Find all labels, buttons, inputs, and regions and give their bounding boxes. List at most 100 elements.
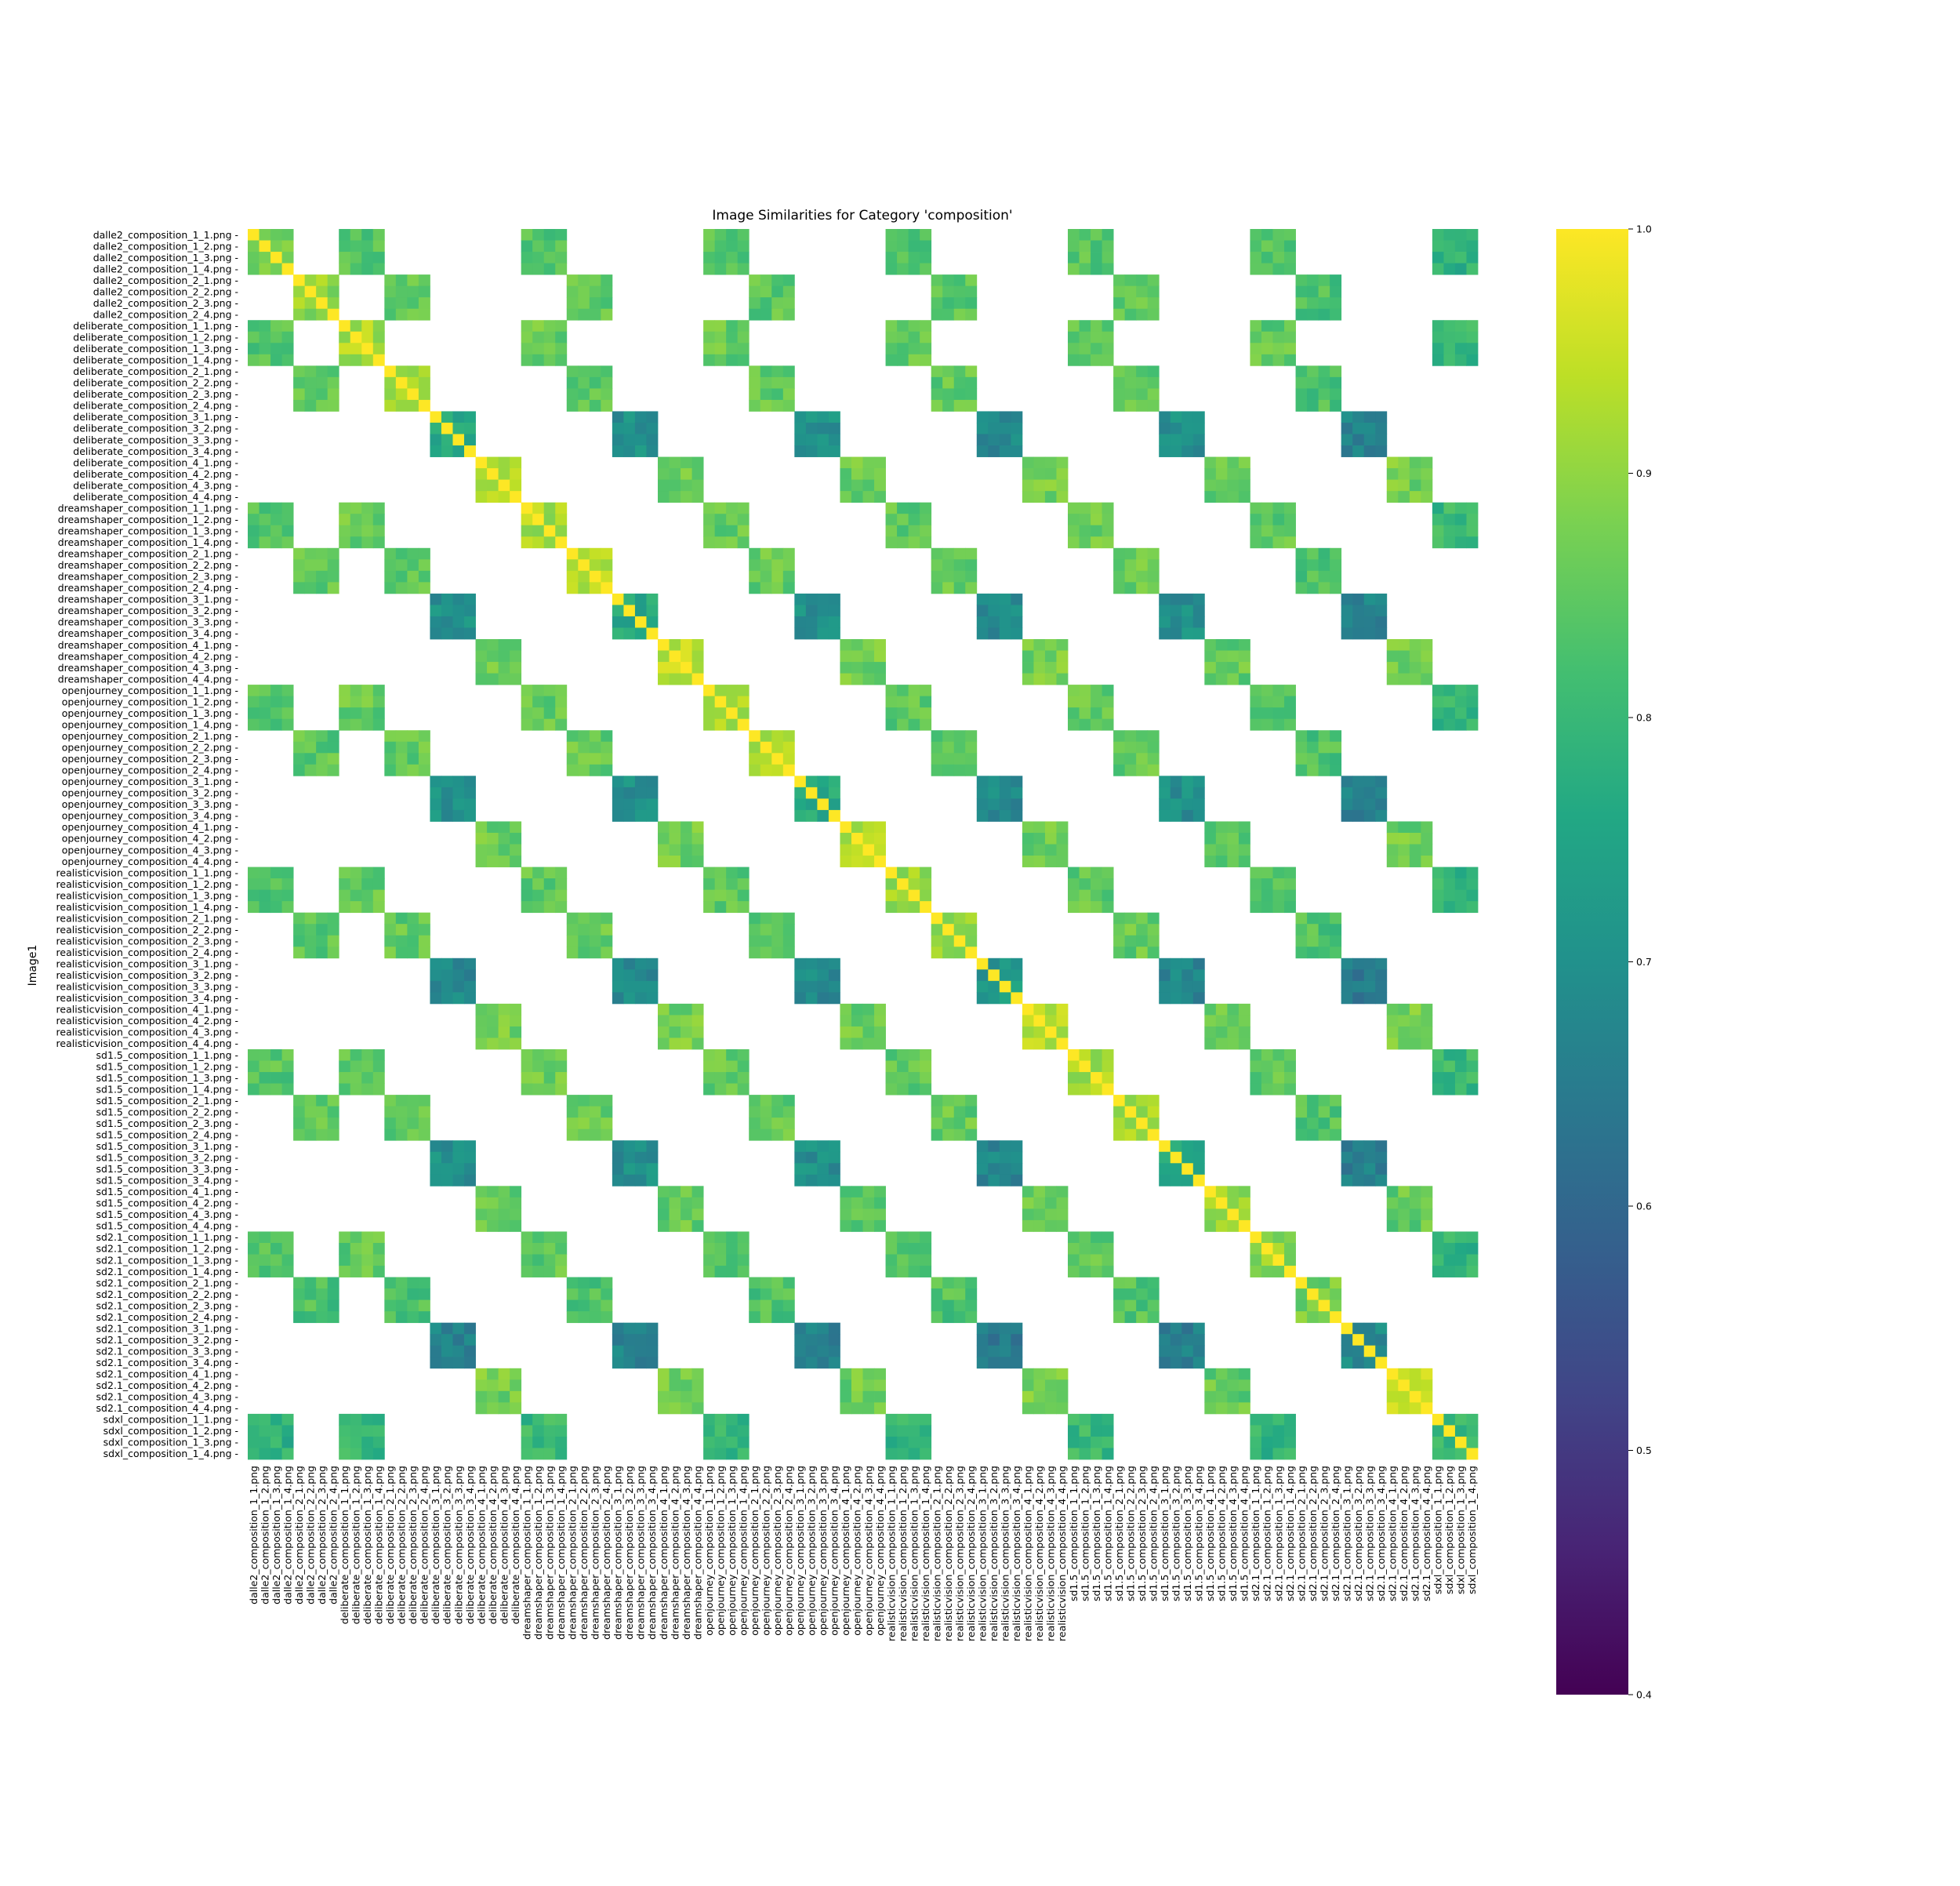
heatmap-cell [1443,901,1455,913]
y-tick-label: dreamshaper_composition_4_3.png - [58,662,238,674]
heatmap-cell [1125,559,1137,571]
heatmap-cell [874,821,886,833]
heatmap-cell [476,639,488,651]
y-tick-label: realisticvision_composition_3_2.png - [56,969,238,981]
heatmap-cell [931,1107,943,1118]
y-tick-label: dalle2_composition_2_2.png - [93,285,238,297]
heatmap-cell [567,309,579,321]
heatmap-cell [1181,594,1193,605]
heatmap-cell [328,936,339,947]
heatmap-cell [293,913,305,925]
heatmap-cell [703,1084,715,1096]
heatmap-cell [851,1186,863,1197]
heatmap-cell [260,1061,271,1073]
heatmap-cell [692,1015,704,1027]
heatmap-cell [339,878,350,890]
heatmap-cell [886,525,898,537]
heatmap-cell [373,525,385,537]
heatmap-cell [567,936,579,947]
heatmap-cell [1296,388,1308,400]
heatmap-cell [703,1414,715,1426]
heatmap-cell [328,559,339,571]
heatmap-cell [726,719,738,731]
heatmap-cell [499,1379,510,1391]
heatmap-cell [499,674,510,685]
heatmap-cell [1056,639,1068,651]
heatmap-cell [1375,810,1387,822]
heatmap-cell [635,1346,647,1357]
heatmap-cell [1080,354,1091,366]
heatmap-cell [1227,468,1239,480]
heatmap-cell [464,434,476,446]
heatmap-cell [1216,1197,1228,1209]
heatmap-cell [715,320,727,332]
heatmap-cell [897,719,909,731]
heatmap-cell [555,901,567,913]
heatmap-cell [407,730,419,742]
heatmap-cell [1410,480,1421,492]
heatmap-cell [760,1300,772,1312]
heatmap-cell [988,992,1000,1004]
heatmap-cell [1284,1049,1296,1061]
heatmap-cell [499,1208,510,1220]
heatmap-cell [373,878,385,890]
heatmap-cell [510,468,521,480]
heatmap-cell [1136,559,1148,571]
heatmap-cell [1375,1357,1387,1368]
heatmap-cell [897,1243,909,1255]
heatmap-cell [1352,423,1364,434]
heatmap-cell [1387,1368,1399,1380]
heatmap-cell [373,252,385,263]
heatmap-cell [1261,1049,1273,1061]
heatmap-cell [464,605,476,616]
heatmap-cell [1136,286,1148,298]
heatmap-cell [567,297,579,309]
x-tick-label: sd2.1_composition_1_4.png [1284,1466,1296,1601]
heatmap-cell [1045,457,1057,469]
heatmap-cell [817,1140,829,1152]
heatmap-cell [1136,742,1148,754]
heatmap-cell [384,571,396,583]
y-tick-label: dalle2_composition_1_2.png - [93,240,238,252]
heatmap-cell [532,890,544,902]
heatmap-cell [1148,913,1160,925]
heatmap-cell [863,1379,875,1391]
heatmap-cell [544,890,556,902]
heatmap-cell [293,753,305,765]
heatmap-cell [863,1027,875,1038]
heatmap-cell [328,286,339,298]
heatmap-cell [601,1311,612,1323]
heatmap-cell [1068,503,1080,514]
heatmap-cell [1307,1117,1319,1129]
heatmap-cell [681,662,692,674]
heatmap-cell [851,833,863,845]
heatmap-cell [1033,1027,1045,1038]
heatmap-cell [1181,981,1193,993]
heatmap-cell [749,1277,760,1289]
heatmap-cell [328,742,339,754]
x-tick-label: sd2.1_composition_4_3.png [1410,1466,1421,1601]
heatmap-cell [988,958,1000,970]
heatmap-cell [1125,742,1137,754]
heatmap-cell [510,1391,521,1403]
heatmap-cell [544,1266,556,1277]
heatmap-cell [464,798,476,810]
x-tick-label: openjourney_composition_4_2.png [851,1466,863,1636]
heatmap-cell [305,924,317,936]
heatmap-cell [715,252,727,263]
heatmap-cell [863,1368,875,1380]
heatmap-cell [1091,719,1102,731]
heatmap-cell [1352,810,1364,822]
heatmap-cell [715,1061,727,1073]
heatmap-cell [1319,1288,1330,1300]
heatmap-cell [1033,821,1045,833]
heatmap-cell [1250,263,1261,275]
heatmap-cell [771,377,783,389]
heatmap-cell [532,332,544,343]
heatmap-cell [316,365,328,377]
heatmap-cell [771,765,783,776]
heatmap-cell [544,332,556,343]
heatmap-cell [248,343,260,354]
heatmap-cell [1216,1368,1228,1380]
heatmap-cell [248,332,260,343]
